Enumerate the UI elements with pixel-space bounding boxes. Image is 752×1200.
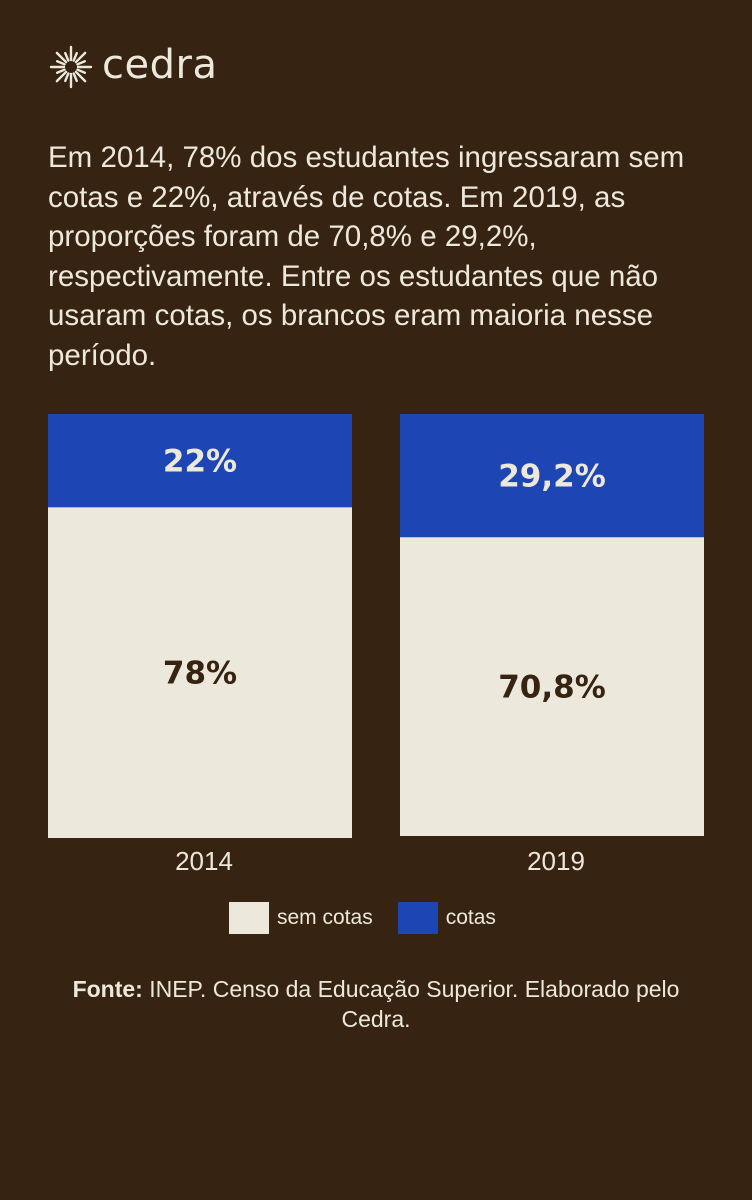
sun-ray <box>74 70 87 83</box>
sun-ray <box>55 70 68 83</box>
legend-label-cotas: cotas <box>445 906 496 929</box>
legend-swatch-cotas <box>397 902 438 934</box>
brand-name: cedra <box>102 42 218 88</box>
legend-swatch-sem-cotas <box>229 902 269 934</box>
legend-item-sem-cotas: sem cotas <box>229 902 373 934</box>
legend-item-cotas: cotas <box>397 902 496 934</box>
sun-ray <box>64 51 70 62</box>
x-tick-label-2014: 2014 <box>175 846 233 876</box>
bar-sem-cotas-2019 <box>400 537 704 836</box>
bar-cotas-2019 <box>400 414 704 538</box>
sun-ray <box>74 51 87 64</box>
bar-cotas-2014 <box>48 414 352 508</box>
sun-ray <box>55 68 66 74</box>
source-text: INEP. Censo da Educação Superior. Elabor… <box>142 976 680 1032</box>
sun-ray <box>76 60 87 66</box>
data-label-cotas-2019: 29,2% <box>498 459 606 495</box>
sun-ray <box>72 72 78 83</box>
brand-logo: cedra <box>48 44 217 90</box>
data-label-sem-cotas-2019: 70,8% <box>498 670 606 706</box>
sun-logo-icon <box>49 45 93 89</box>
legend-label-sem-cotas: sem cotas <box>277 906 373 929</box>
stacked-bar-chart: 22% 78% 2014 29,2% 70,8% 2019 <box>48 414 704 876</box>
sun-ray <box>72 51 78 62</box>
sun-ray <box>55 60 66 66</box>
source-note: Fonte: INEP. Censo da Educação Superior.… <box>40 974 712 1034</box>
intro-paragraph: Em 2014, 78% dos estudantes ingressaram … <box>48 141 685 372</box>
sun-ray <box>55 51 68 64</box>
sun-ray <box>76 68 87 74</box>
source-label: Fonte: <box>72 976 143 1002</box>
data-label-cotas-2014: 22% <box>163 444 237 480</box>
sun-ray <box>64 72 70 83</box>
bar-sem-cotas-2014 <box>48 507 352 838</box>
data-label-sem-cotas-2014: 78% <box>163 656 237 692</box>
x-tick-label-2019: 2019 <box>527 846 585 876</box>
chart-legend: sem cotas cotas <box>229 902 496 934</box>
